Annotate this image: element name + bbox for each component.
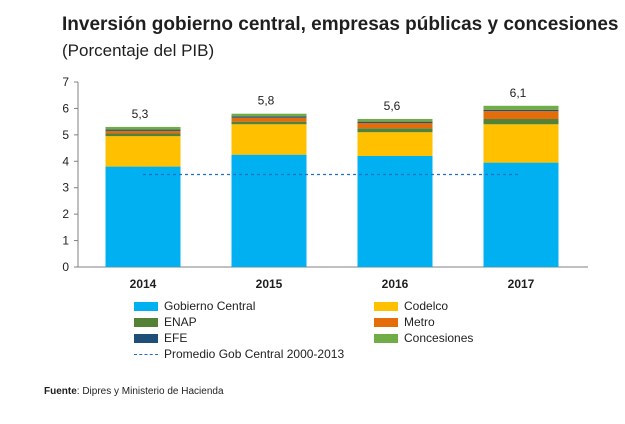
bar-segment-efe-2017 (483, 109, 559, 112)
total-label-2017: 6,1 (510, 86, 527, 100)
legend-swatch-gobierno-central (134, 301, 158, 311)
legend-item-enap: ENAP (134, 315, 197, 329)
chart-title: Inversión gobierno central, empresas púb… (62, 14, 619, 35)
source-note: Fuente: Dipres y Ministerio de Hacienda (44, 386, 224, 397)
bars-group (105, 105, 559, 267)
bar-segment-concesiones-2016 (357, 119, 433, 122)
bar-segment-concesiones-2015 (231, 113, 307, 117)
legend-swatch-concesiones (374, 333, 398, 343)
source-text: : Dipres y Ministerio de Hacienda (76, 386, 224, 397)
x-tick-label-2017: 2017 (508, 277, 535, 291)
bar-segment-efe-2014 (105, 129, 181, 131)
legend-label: Codelco (404, 299, 449, 313)
legend-item-concesiones: Concesiones (374, 331, 473, 345)
total-label-2016: 5,6 (384, 99, 401, 113)
legend-label: EFE (164, 331, 188, 345)
bar-segment-gobierno_central-2014 (105, 166, 181, 267)
legend: Gobierno Central Codelco ENAP Metro EFE … (0, 297, 625, 361)
legend-item-metro: Metro (374, 315, 435, 329)
x-tick-label-2014: 2014 (130, 277, 157, 291)
bar-segment-gobierno_central-2017 (483, 162, 559, 267)
y-tick-label: 3 (62, 181, 69, 195)
bar-segment-gobierno_central-2016 (357, 156, 433, 267)
total-label-2015: 5,8 (258, 94, 275, 108)
bar-segment-gobierno_central-2015 (231, 154, 307, 267)
y-tick-label: 5 (62, 128, 69, 142)
bar-segment-codelco-2016 (357, 132, 433, 156)
legend-swatch-metro (374, 317, 398, 327)
legend-label: Concesiones (404, 331, 474, 345)
legend-item-efe: EFE (134, 331, 187, 345)
labels-group: 5,3 2014 5,8 2015 5,6 2016 6,1 2017 (130, 86, 535, 291)
bar-segment-metro-2017 (483, 111, 559, 119)
y-tick-label: 0 (62, 260, 69, 274)
legend-label: Promedio Gob Central 2000-2013 (164, 347, 345, 361)
legend-swatch-efe (134, 333, 158, 343)
legend-item-gobierno-central: Gobierno Central (134, 299, 255, 313)
legend-swatch-promedio (134, 353, 158, 355)
bar-segment-efe-2015 (231, 116, 307, 118)
y-tick-label: 4 (62, 154, 69, 168)
source-label: Fuente (44, 386, 77, 397)
bar-segment-codelco-2015 (231, 124, 307, 155)
legend-label: Gobierno Central (164, 299, 256, 313)
bar-segment-efe-2016 (357, 121, 433, 123)
chart-subtitle: (Porcentaje del PIB) (62, 41, 215, 60)
bar-segment-concesiones-2017 (483, 105, 559, 110)
legend-label: Metro (404, 315, 435, 329)
bar-segment-codelco-2017 (483, 124, 559, 163)
bar-segment-metro-2014 (105, 130, 181, 134)
bar-segment-concesiones-2014 (105, 126, 181, 130)
legend-swatch-enap (134, 317, 158, 327)
legend-label: ENAP (164, 315, 197, 329)
stacked-bar-chart: 0 1 2 3 4 5 6 7 5,3 2014 5,8 2015 5,6 2016 6,1 2017 (62, 75, 588, 291)
bar-segment-enap-2014 (105, 133, 181, 137)
total-label-2014: 5,3 (132, 107, 149, 121)
legend-swatch-codelco (374, 301, 398, 311)
y-tick-label: 6 (62, 101, 69, 115)
legend-item-promedio: Promedio Gob Central 2000-2013 (134, 347, 344, 361)
y-tick-label: 1 (62, 234, 69, 248)
bar-segment-metro-2016 (357, 122, 433, 129)
x-tick-label-2016: 2016 (382, 277, 409, 291)
y-tick-label: 2 (62, 207, 69, 221)
bar-segment-enap-2016 (357, 128, 433, 133)
y-tick-label: 7 (62, 75, 69, 89)
x-tick-label-2015: 2015 (256, 277, 283, 291)
legend-item-codelco: Codelco (374, 299, 448, 313)
bar-segment-codelco-2014 (105, 136, 181, 167)
bar-segment-metro-2015 (231, 117, 307, 122)
bar-segment-enap-2015 (231, 121, 307, 125)
bar-segment-enap-2017 (483, 119, 559, 125)
